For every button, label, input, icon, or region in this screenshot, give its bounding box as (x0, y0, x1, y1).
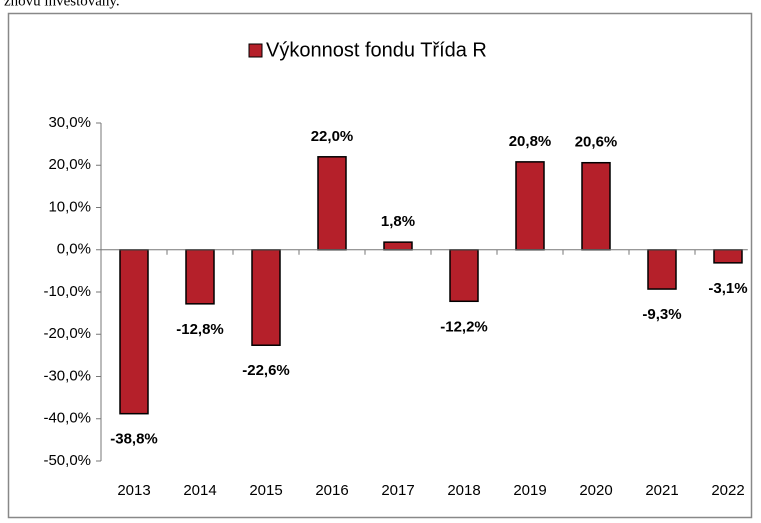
x-tick-label: 2014 (183, 482, 216, 499)
caption: znovu investovány. (4, 0, 120, 9)
bar (383, 241, 413, 251)
bar (515, 161, 545, 251)
value-label: -22,6% (242, 362, 290, 379)
bar (119, 249, 149, 415)
x-tick-label: 2022 (711, 482, 744, 499)
value-label: 20,6% (575, 134, 618, 151)
y-tick-label: -20,0% (43, 325, 91, 342)
y-tick-label: -50,0% (43, 452, 91, 469)
bar (251, 249, 281, 346)
bar (713, 249, 743, 264)
y-tick-label: -30,0% (43, 367, 91, 384)
legend-swatch (248, 43, 263, 58)
bar (647, 249, 677, 290)
bar (449, 249, 479, 303)
value-label: 1,8% (381, 213, 415, 230)
value-label: 22,0% (311, 128, 354, 145)
bar (185, 249, 215, 305)
y-tick-label: -10,0% (43, 283, 91, 300)
x-tick-label: 2013 (117, 482, 150, 499)
value-label: -38,8% (110, 431, 158, 448)
x-tick-label: 2017 (381, 482, 414, 499)
x-tick-label: 2018 (447, 482, 480, 499)
value-label: -12,8% (176, 321, 224, 338)
bar (317, 156, 347, 251)
x-tick-label: 2019 (513, 482, 546, 499)
y-tick-label: -40,0% (43, 410, 91, 427)
y-tick-label: 30,0% (48, 114, 91, 131)
x-tick-label: 2015 (249, 482, 282, 499)
y-tick-label: 0,0% (57, 241, 91, 258)
x-tick-label: 2020 (579, 482, 612, 499)
x-tick-label: 2021 (645, 482, 678, 499)
value-label: 20,8% (509, 133, 552, 150)
x-tick-label: 2016 (315, 482, 348, 499)
value-label: -3,1% (708, 280, 747, 297)
bar (581, 161, 611, 251)
y-tick-label: 10,0% (48, 198, 91, 215)
value-label: -9,3% (642, 306, 681, 323)
value-label: -12,2% (440, 318, 488, 335)
y-tick-label: 20,0% (48, 156, 91, 173)
legend-label: Výkonnost fondu Třída R (266, 39, 487, 61)
